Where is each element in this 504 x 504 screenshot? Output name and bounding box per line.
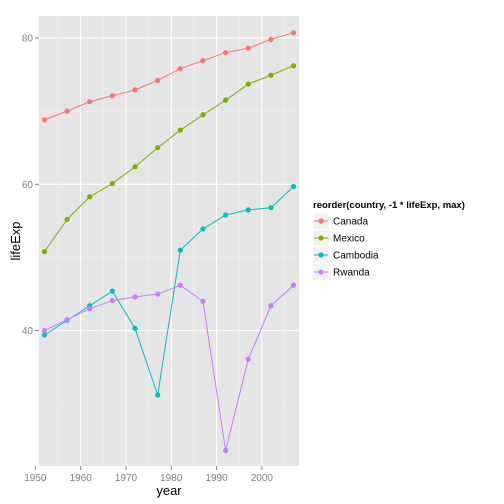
data-point-mexico bbox=[268, 72, 274, 78]
data-point-rwanda bbox=[245, 356, 251, 362]
data-point-rwanda bbox=[223, 448, 229, 454]
y-axis-title: lifeExp bbox=[8, 221, 23, 260]
legend-label-canada: Canada bbox=[333, 217, 368, 228]
legend: reorder(country, -1 * lifeExp, max) Cana… bbox=[312, 200, 465, 281]
data-point-mexico bbox=[290, 63, 297, 69]
series-mexico bbox=[41, 63, 297, 255]
x-tick-label: 2000 bbox=[251, 473, 274, 484]
legend-item-cambodia: Cambodia bbox=[312, 246, 379, 264]
data-point-mexico bbox=[64, 216, 70, 223]
data-point-cambodia bbox=[41, 332, 48, 338]
y-axis: 40 60 80 bbox=[22, 33, 39, 337]
data-point-mexico bbox=[155, 145, 161, 151]
legend-title: reorder(country, -1 * lifeExp, max) bbox=[313, 200, 465, 211]
legend-key-point-mexico bbox=[318, 235, 324, 241]
data-point-mexico bbox=[200, 112, 206, 118]
y-tick-label: 80 bbox=[22, 33, 34, 44]
series-line-rwanda bbox=[44, 284, 294, 451]
x-tick-label: 1960 bbox=[70, 473, 93, 484]
data-point-mexico bbox=[223, 97, 229, 103]
data-point-canada bbox=[132, 87, 138, 93]
legend-label-rwanda: Rwanda bbox=[333, 268, 370, 279]
plot-panel bbox=[39, 16, 299, 466]
data-point-mexico bbox=[87, 194, 93, 200]
data-point-mexico bbox=[41, 249, 48, 255]
data-point-canada bbox=[109, 93, 115, 99]
data-point-rwanda bbox=[41, 328, 48, 334]
series-cambodia bbox=[41, 183, 297, 398]
data-point-rwanda bbox=[64, 317, 70, 323]
data-point-canada bbox=[155, 77, 161, 83]
series-canada bbox=[41, 30, 297, 123]
data-point-cambodia bbox=[155, 392, 161, 398]
data-point-rwanda bbox=[200, 298, 206, 304]
data-point-mexico bbox=[245, 81, 251, 87]
legend-key-point-rwanda bbox=[318, 269, 324, 275]
data-point-mexico bbox=[132, 164, 138, 170]
data-point-canada bbox=[268, 36, 274, 43]
legend-key-point-canada bbox=[318, 218, 324, 224]
legend-item-rwanda: Rwanda bbox=[312, 263, 370, 281]
data-point-rwanda bbox=[109, 298, 115, 304]
data-point-cambodia bbox=[109, 288, 115, 294]
legend-label-mexico: Mexico bbox=[333, 234, 365, 245]
x-tick-label: 1950 bbox=[24, 473, 47, 484]
x-axis-title: year bbox=[156, 483, 182, 498]
series-line-cambodia bbox=[44, 186, 294, 396]
x-tick-label: 1990 bbox=[205, 473, 228, 484]
data-point-rwanda bbox=[155, 291, 161, 297]
data-point-rwanda bbox=[132, 294, 138, 300]
data-point-canada bbox=[64, 108, 70, 114]
y-tick-label: 40 bbox=[22, 326, 34, 337]
data-point-cambodia bbox=[132, 325, 138, 332]
y-tick-label: 60 bbox=[22, 180, 34, 191]
data-point-mexico bbox=[109, 180, 115, 187]
data-point-cambodia bbox=[223, 212, 229, 218]
data-point-cambodia bbox=[200, 226, 206, 232]
data-point-cambodia bbox=[268, 205, 274, 211]
legend-item-mexico: Mexico bbox=[312, 229, 365, 247]
data-point-canada bbox=[200, 58, 206, 64]
series-line-mexico bbox=[44, 65, 294, 252]
data-point-rwanda bbox=[290, 282, 297, 288]
data-point-mexico bbox=[177, 127, 183, 133]
data-point-canada bbox=[245, 45, 251, 51]
data-point-rwanda bbox=[177, 282, 183, 288]
data-point-cambodia bbox=[290, 183, 297, 190]
legend-item-canada: Canada bbox=[312, 212, 368, 230]
x-axis: 1950 1960 1970 1980 1990 2000 bbox=[24, 466, 273, 484]
x-tick-label: 1970 bbox=[115, 473, 138, 484]
legend-key-point-cambodia bbox=[318, 252, 324, 258]
series-line-canada bbox=[44, 32, 294, 121]
data-point-cambodia bbox=[177, 247, 183, 253]
legend-label-cambodia: Cambodia bbox=[333, 251, 379, 262]
data-point-canada bbox=[41, 117, 48, 123]
series-rwanda bbox=[41, 282, 297, 454]
data-point-canada bbox=[177, 66, 183, 72]
data-point-canada bbox=[290, 30, 297, 36]
data-point-rwanda bbox=[87, 306, 93, 312]
data-point-canada bbox=[87, 99, 93, 105]
data-point-cambodia bbox=[245, 207, 251, 213]
data-point-rwanda bbox=[268, 303, 274, 309]
series-layer bbox=[41, 30, 297, 454]
x-tick-label: 1980 bbox=[160, 473, 183, 484]
data-point-canada bbox=[223, 49, 229, 56]
